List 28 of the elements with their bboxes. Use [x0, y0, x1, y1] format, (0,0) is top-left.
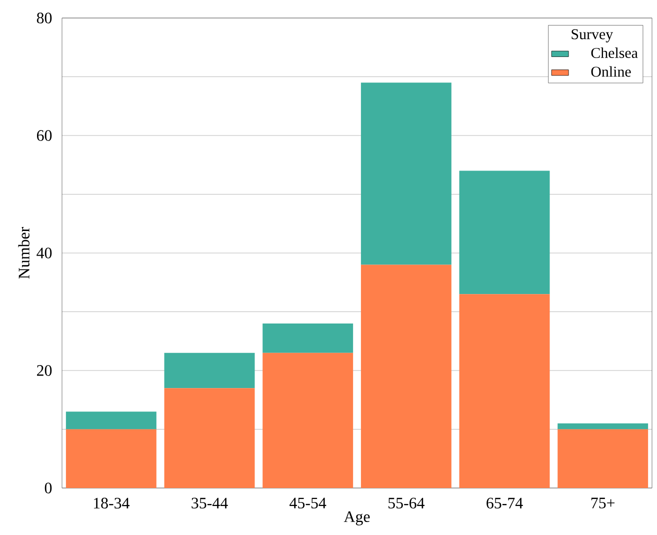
x-tick-label: 45-54: [290, 498, 326, 508]
legend-label: Chelsea: [591, 48, 638, 58]
y-tick-label: 0: [44, 482, 52, 494]
legend-title: Survey: [572, 29, 614, 42]
x-tick-label: 55-64: [388, 498, 425, 508]
bar: [459, 170, 550, 294]
bar: [459, 294, 550, 488]
bar: [164, 352, 255, 388]
x-tick-label: 18-34: [94, 498, 130, 509]
bar: [262, 324, 354, 353]
bar: [262, 352, 354, 488]
x-tick-label: 35-44: [192, 498, 228, 508]
bar: [360, 264, 452, 488]
x-axis-title: Age: [344, 511, 370, 526]
y-tick-label: 60: [36, 130, 52, 141]
y-tick-label: 20: [37, 365, 52, 376]
y-axis-title: Number: [18, 227, 30, 279]
y-tick-label: 80: [36, 12, 52, 24]
legend-label: Online: [591, 66, 631, 77]
bar: [66, 429, 156, 488]
bar: [66, 412, 156, 430]
x-tick-label: 75+: [591, 498, 615, 508]
bar: [360, 82, 452, 265]
y-tick-label: 40: [36, 248, 52, 258]
bar: [558, 429, 648, 488]
x-tick-label: 65-74: [486, 498, 523, 508]
bar: [164, 388, 255, 488]
bar: [558, 423, 648, 430]
